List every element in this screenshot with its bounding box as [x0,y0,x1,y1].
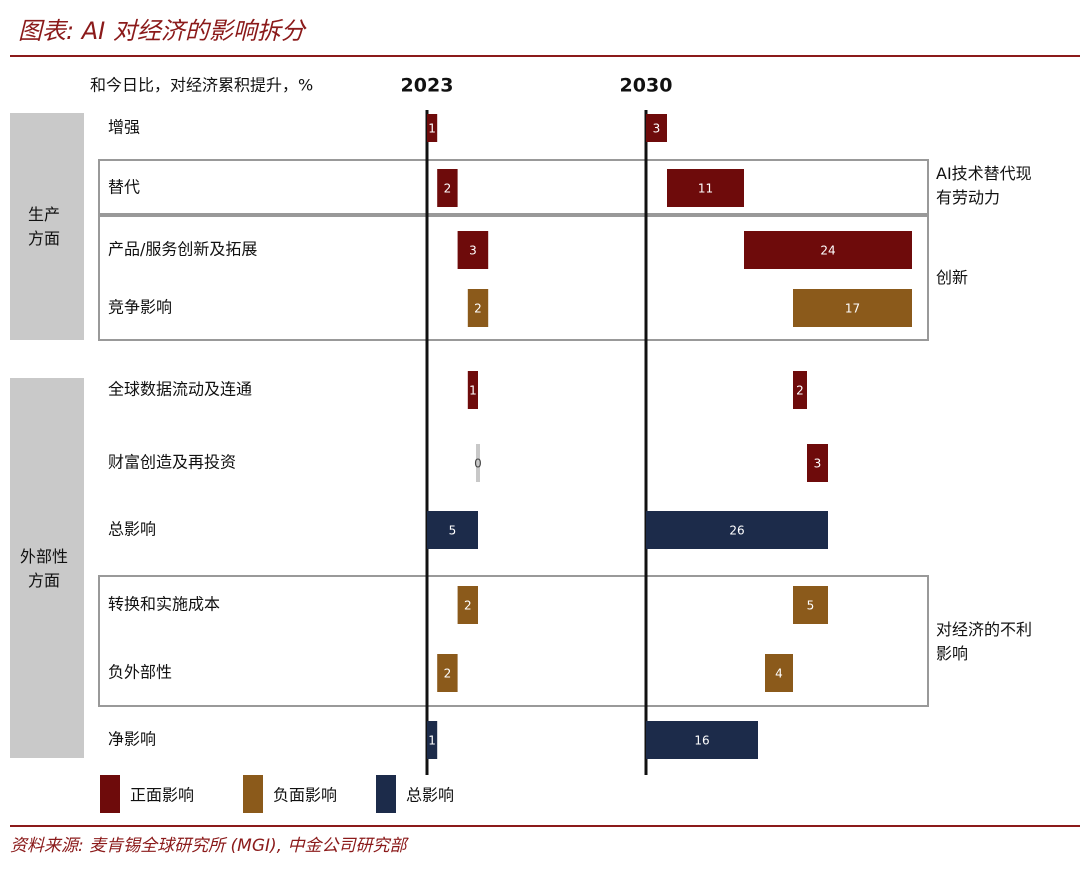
value-label: 2 [796,384,804,398]
legend-label: 正面影响 [130,786,194,805]
value-label: 24 [820,244,835,258]
bar [467,289,489,327]
category-label: 净影响 [108,730,156,749]
value-label: 2 [474,302,482,316]
legend-swatch [243,775,263,813]
category-label: 产品/服务创新及拓展 [108,240,257,259]
value-label: 3 [469,244,477,258]
bar [476,444,480,482]
bar [427,721,438,759]
annotation: 对经济的不利影响 [936,620,1033,663]
value-label: 2 [444,182,452,196]
bar [793,289,912,327]
value-label: 3 [814,457,822,471]
value-label: 1 [428,122,436,136]
group-bar [10,113,84,340]
box [98,215,929,341]
bar [646,511,828,549]
bar [667,169,744,207]
chart-title: 图表: AI 对经济的影响拆分 [18,17,307,45]
annotation: 创新 [936,268,969,287]
legend-label: 负面影响 [273,786,337,805]
value-label: 17 [845,302,860,316]
bar [457,586,478,624]
annotation: AI技术替代现有劳动力 [936,164,1032,207]
bar [744,231,912,269]
bar [437,654,458,692]
source: 资料来源: 麦肯锡全球研究所 (MGI), 中金公司研究部 [10,836,409,856]
box [98,575,929,707]
value-label: 2 [464,599,472,613]
value-label: 3 [653,122,661,136]
bar [457,231,489,269]
legend-label: 总影响 [406,786,454,805]
bar [793,586,828,624]
legend-swatch [100,775,120,813]
value-label: 1 [469,384,477,398]
value-label: 0 [474,457,482,471]
group-label: 生产方面 [27,205,60,248]
bar [427,511,478,549]
category-label: 全球数据流动及连通 [108,380,252,399]
panel-label: 2023 [401,75,454,97]
category-label: 负外部性 [108,663,172,682]
legend-swatch [376,775,396,813]
category-label: 竞争影响 [108,298,172,317]
bar [646,721,758,759]
category-label: 总影响 [108,520,156,539]
box [98,159,929,215]
category-label: 增强 [108,118,140,137]
category-label: 财富创造及再投资 [108,453,236,472]
category-label: 转换和实施成本 [108,595,220,614]
bar [793,371,807,409]
bar [807,444,828,482]
bar [427,114,438,142]
bar [646,114,667,142]
value-label: 1 [428,734,436,748]
value-label: 2 [444,667,452,681]
value-label: 5 [449,524,457,538]
value-label: 26 [729,524,744,538]
category-label: 替代 [108,178,140,197]
value-label: 5 [807,599,815,613]
subtitle: 和今日比，对经济累积提升，% [90,76,313,95]
bar [467,371,478,409]
bar [765,654,793,692]
group-bar [10,378,84,758]
panel-label: 2030 [620,75,673,97]
bar [437,169,458,207]
group-label: 外部性方面 [19,547,68,590]
value-label: 16 [694,734,709,748]
value-label: 11 [698,182,713,196]
value-label: 4 [775,667,783,681]
